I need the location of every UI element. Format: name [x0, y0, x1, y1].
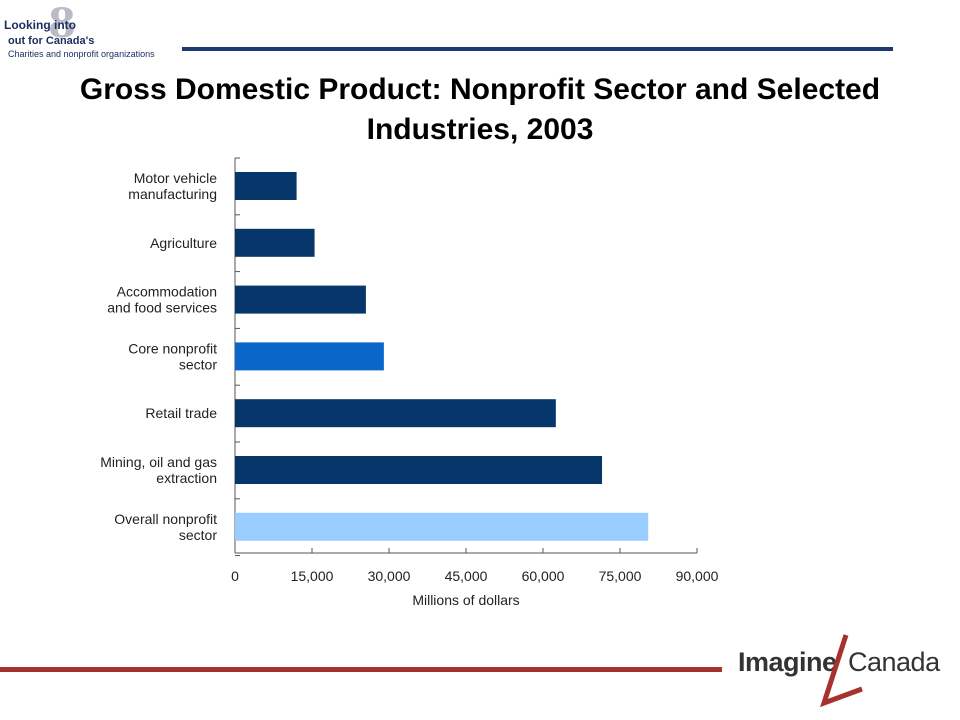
- looking-into-logo: 8 Looking into out for Canada's Charitie…: [4, 0, 184, 59]
- slide-title: Gross Domestic Product: Nonprofit Sector…: [79, 73, 881, 146]
- category-label: and food services: [107, 300, 217, 316]
- bar: [235, 456, 603, 484]
- x-tick-label: 15,000: [291, 568, 334, 584]
- category-label: Overall nonprofit: [114, 511, 217, 527]
- category-label: Mining, oil and gas: [100, 454, 217, 470]
- bar: [235, 172, 297, 200]
- category-label: sector: [179, 527, 217, 543]
- logo-line-1: Looking into: [4, 18, 76, 32]
- bar: [235, 399, 556, 428]
- category-label: sector: [179, 356, 217, 372]
- category-label: Agriculture: [150, 235, 217, 251]
- logo-line-2: out for Canada's: [8, 35, 95, 47]
- category-label: Retail trade: [145, 405, 217, 421]
- logo-line-3: Charities and nonprofit organizations: [8, 49, 155, 59]
- x-tick-label: 30,000: [368, 568, 411, 584]
- brand-swoosh-icon: [820, 634, 863, 708]
- bar: [235, 512, 649, 541]
- category-label: extraction: [156, 470, 217, 486]
- x-tick-label: 45,000: [445, 568, 488, 584]
- x-tick-label: 60,000: [522, 568, 565, 584]
- x-tick-label: 90,000: [676, 568, 719, 584]
- category-label: Core nonprofit: [128, 340, 217, 356]
- x-tick-label: 0: [231, 568, 239, 584]
- bar: [235, 342, 384, 371]
- header-rule: [182, 47, 893, 51]
- brand-right-text: Canada: [848, 647, 940, 677]
- logo-numeral: 8: [48, 0, 76, 47]
- category-label: manufacturing: [128, 186, 217, 202]
- imagine-canada-logo: Imagine Canada: [738, 633, 940, 713]
- footer-rule: [0, 667, 722, 672]
- x-axis-title: Millions of dollars: [412, 592, 519, 608]
- category-label: Accommodation: [117, 284, 217, 300]
- category-label: Motor vehicle: [134, 170, 217, 186]
- brand-left-text: Imagine: [738, 647, 837, 677]
- x-tick-label: 75,000: [599, 568, 642, 584]
- bar: [235, 285, 366, 314]
- bar: [235, 228, 315, 257]
